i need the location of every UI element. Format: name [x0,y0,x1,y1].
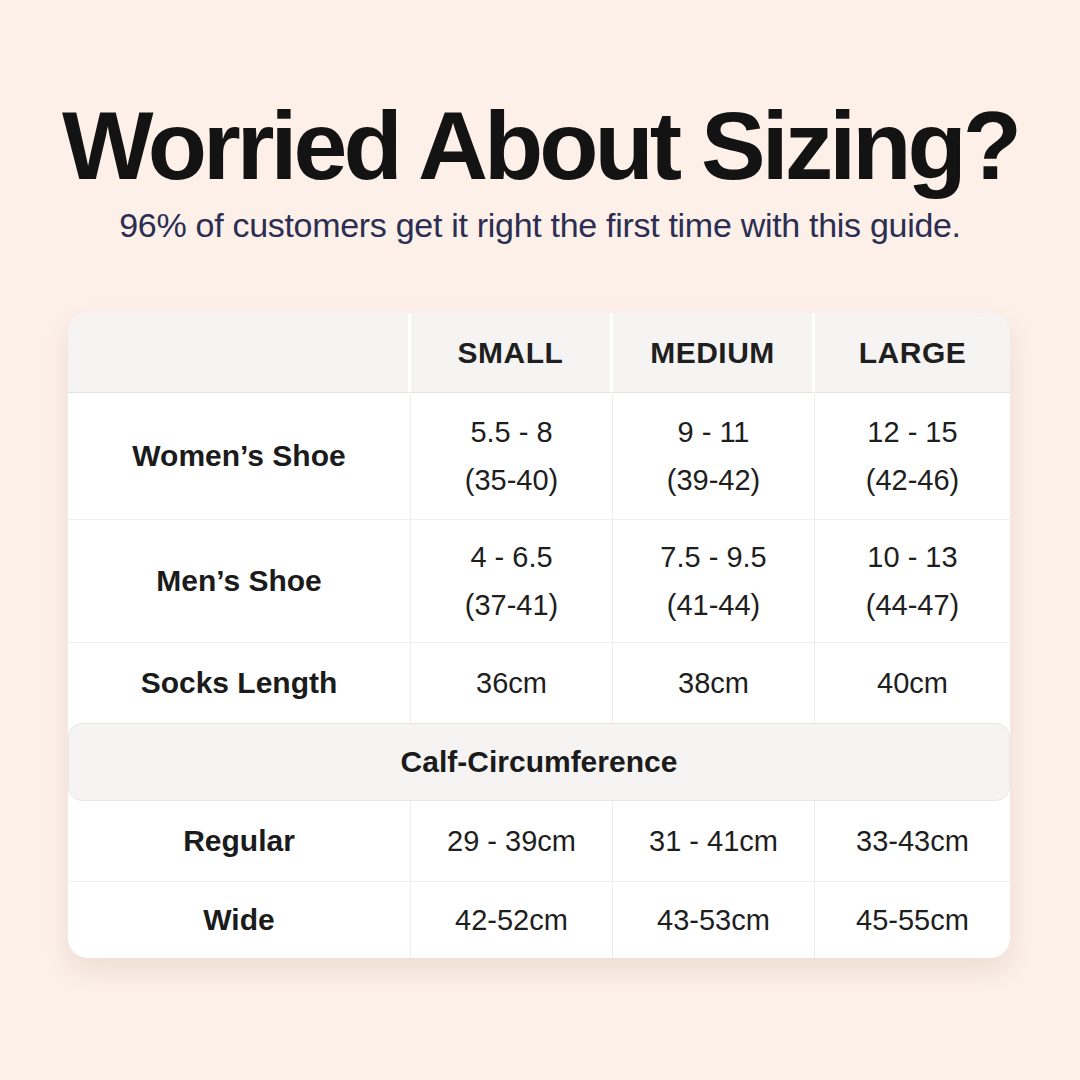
row-label-womens-shoe: Women’s Shoe [68,393,411,520]
value-eu-range: (39-42) [667,464,761,496]
value-circumference: 43-53cm [657,904,770,936]
infographic-canvas: Worried About Sizing? 96% of customers g… [0,0,1080,1080]
value-length: 40cm [877,667,948,699]
value-circumference: 33-43cm [856,825,969,857]
value-range: 9 - 11 [677,416,749,448]
cell-womens-shoe-medium: 9 - 11 (39-42) [613,393,815,520]
value-eu-range: (42-46) [866,464,960,496]
cell-womens-shoe-large: 12 - 15 (42-46) [815,393,1010,520]
value-range: 7.5 - 9.5 [660,541,766,573]
value-eu-range: (37-41) [465,589,559,621]
column-header-large: LARGE [815,313,1010,393]
value-eu-range: (35-40) [465,464,559,496]
cell-wide-medium: 43-53cm [613,882,815,958]
value-eu-range: (44-47) [866,589,960,621]
value-length: 38cm [678,667,749,699]
cell-regular-medium: 31 - 41cm [613,801,815,882]
value-circumference: 42-52cm [455,904,568,936]
cell-socks-length-medium: 38cm [613,643,815,723]
cell-mens-shoe-medium: 7.5 - 9.5 (41-44) [613,520,815,643]
cell-socks-length-small: 36cm [411,643,613,723]
column-header-small: SMALL [411,313,613,393]
value-circumference: 31 - 41cm [649,825,778,857]
value-eu-range: (41-44) [667,589,761,621]
row-label-regular: Regular [68,801,411,882]
value-range: 5.5 - 8 [470,416,552,448]
section-header-calf-circumference: Calf-Circumference [68,723,1010,801]
value-range: 10 - 13 [867,541,957,573]
cell-wide-large: 45-55cm [815,882,1010,958]
cell-regular-large: 33-43cm [815,801,1010,882]
page-subtitle: 96% of customers get it right the first … [0,204,1080,247]
value-range: 4 - 6.5 [470,541,552,573]
value-length: 36cm [476,667,547,699]
value-circumference: 29 - 39cm [447,825,576,857]
sizing-table: SMALL MEDIUM LARGE Women’s Shoe 5.5 - 8 … [68,313,1010,958]
row-label-wide: Wide [68,882,411,958]
column-header-medium: MEDIUM [613,313,815,393]
value-range: 12 - 15 [867,416,957,448]
cell-womens-shoe-small: 5.5 - 8 (35-40) [411,393,613,520]
value-circumference: 45-55cm [856,904,969,936]
cell-regular-small: 29 - 39cm [411,801,613,882]
cell-mens-shoe-small: 4 - 6.5 (37-41) [411,520,613,643]
row-label-mens-shoe: Men’s Shoe [68,520,411,643]
page-title: Worried About Sizing? [0,90,1080,202]
cell-mens-shoe-large: 10 - 13 (44-47) [815,520,1010,643]
column-header-empty [68,313,411,393]
row-label-socks-length: Socks Length [68,643,411,723]
cell-socks-length-large: 40cm [815,643,1010,723]
cell-wide-small: 42-52cm [411,882,613,958]
